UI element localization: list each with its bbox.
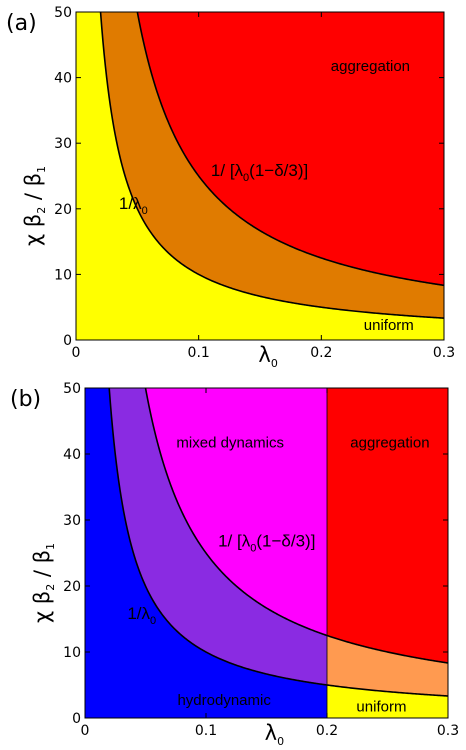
y-tick-label: 40 <box>63 447 81 463</box>
panel-b: 0 0.1 0.2 0.3 0 10 20 30 40 50 λ0​ χ β2​ / β1​ (b) mi… <box>10 381 459 748</box>
y-tick-label: 20 <box>63 579 81 595</box>
curve-outer-label: 1/ [λ0​(1−δ/3)] <box>211 161 308 184</box>
region-label: uniform <box>364 317 414 334</box>
panel-label: (b) <box>10 387 41 412</box>
y-tick-label: 0 <box>63 333 72 349</box>
x-tick-label: 0 <box>72 345 81 361</box>
curve-inner-line <box>99 12 444 319</box>
y-tick-label: 30 <box>63 513 81 529</box>
curve-outer-line <box>136 12 444 287</box>
region-below-right <box>327 685 448 718</box>
region-label: aggregation <box>350 434 429 451</box>
region-label: hydrodynamic <box>177 692 271 709</box>
y-tick-label: 10 <box>54 267 72 283</box>
curve-inner-label: 1/λ0​ <box>119 194 148 217</box>
curve-inner-line <box>108 388 448 697</box>
x-tick-label: 0.3 <box>437 723 459 739</box>
x-tick-label: 0.3 <box>433 345 455 361</box>
y-tick-label: 20 <box>54 202 72 218</box>
region-below <box>76 12 444 340</box>
y-tick-label: 50 <box>63 381 81 397</box>
region-label: uniform <box>356 698 406 715</box>
x-axis-label: λ0​ <box>258 343 277 370</box>
x-tick-label: 0.2 <box>310 345 332 361</box>
y-axis-label: χ β2​ / β1​ <box>30 543 57 623</box>
x-tick-label: 0.1 <box>195 723 217 739</box>
region-label: aggregation <box>331 58 410 75</box>
curve-outer-label: 1/ [λ0​(1−δ/3)] <box>218 531 315 554</box>
y-tick-label: 10 <box>63 645 81 661</box>
x-tick-label: 0 <box>81 723 90 739</box>
y-axis-label: χ β2​ / β1​ <box>21 166 48 246</box>
y-tick-label: 40 <box>54 71 72 87</box>
x-axis-label: λ0​ <box>265 721 284 748</box>
plot-frame <box>75 11 445 341</box>
curve-inner-label: 1/λ0​ <box>127 604 156 627</box>
curve-outer-line <box>144 388 448 664</box>
y-tick-label: 30 <box>54 136 72 152</box>
panel-label: (a) <box>6 11 37 36</box>
y-tick-label: 50 <box>54 5 72 21</box>
region-below-left <box>85 388 327 718</box>
x-tick-label: 0.1 <box>188 345 210 361</box>
region-label: mixed dynamics <box>176 434 284 451</box>
y-tick-label: 0 <box>72 711 81 727</box>
plot-frame <box>84 387 449 719</box>
x-tick-label: 0.2 <box>316 723 338 739</box>
panel-a: 0 0.1 0.2 0.3 0 10 20 30 40 50 λ0​ χ β2​ / β1​ (a) ag… <box>6 5 455 370</box>
